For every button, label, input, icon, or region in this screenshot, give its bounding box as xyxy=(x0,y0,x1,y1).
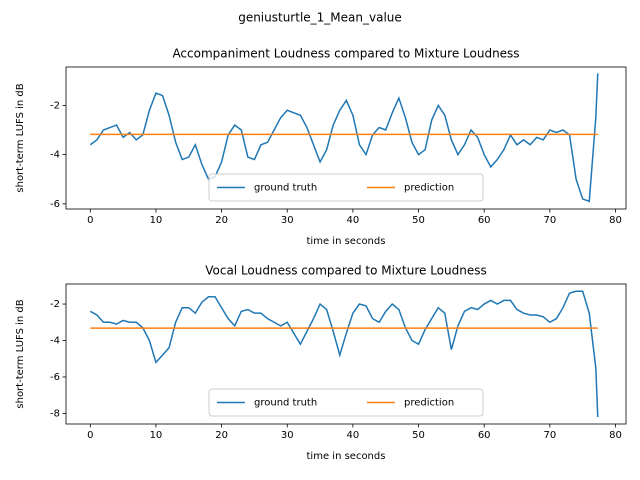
x-tick-label: 50 xyxy=(412,215,425,226)
x-tick-label: 10 xyxy=(150,430,163,441)
y-tick-label: -4 xyxy=(50,336,60,347)
x-tick-label: 80 xyxy=(609,215,622,226)
figure-title: geniusturtle_1_Mean_value xyxy=(238,11,402,25)
x-axis-label: time in seconds xyxy=(307,451,386,462)
y-axis-label: short-term LUFS in dB xyxy=(15,83,26,192)
y-tick-label: -2 xyxy=(50,299,60,310)
axes-title: Vocal Loudness compared to Mixture Loudn… xyxy=(205,264,487,278)
y-tick-label: -6 xyxy=(50,372,60,383)
x-tick-label: 70 xyxy=(543,430,556,441)
y-tick-label: -8 xyxy=(50,408,60,419)
x-tick-label: 20 xyxy=(215,430,228,441)
legend-label: ground truth xyxy=(254,398,317,409)
x-axis-label: time in seconds xyxy=(307,236,386,247)
legend-label: prediction xyxy=(404,183,454,194)
x-tick-label: 10 xyxy=(150,215,163,226)
axes-frame xyxy=(65,283,627,425)
x-tick-label: 0 xyxy=(87,430,93,441)
x-tick-label: 60 xyxy=(478,430,491,441)
legend-box xyxy=(208,388,484,417)
y-tick-label: -6 xyxy=(50,199,60,210)
x-tick-label: 30 xyxy=(281,430,294,441)
x-tick-label: 60 xyxy=(478,215,491,226)
data-line xyxy=(89,290,599,418)
y-tick-label: -4 xyxy=(50,150,60,161)
x-tick-label: 30 xyxy=(281,215,294,226)
axes-title: Accompaniment Loudness compared to Mixtu… xyxy=(172,47,519,61)
data-line xyxy=(89,73,599,203)
legend-box xyxy=(208,173,484,202)
axes-frame xyxy=(65,66,627,210)
x-tick-label: 40 xyxy=(347,430,360,441)
x-tick-label: 80 xyxy=(609,430,622,441)
x-tick-label: 0 xyxy=(87,215,93,226)
y-axis-label: short-term LUFS in dB xyxy=(15,299,26,408)
x-tick-label: 40 xyxy=(347,215,360,226)
y-tick-label: -2 xyxy=(50,100,60,111)
x-tick-label: 50 xyxy=(412,430,425,441)
x-tick-label: 70 xyxy=(543,215,556,226)
legend-label: prediction xyxy=(404,398,454,409)
legend-label: ground truth xyxy=(254,183,317,194)
x-tick-label: 20 xyxy=(215,215,228,226)
